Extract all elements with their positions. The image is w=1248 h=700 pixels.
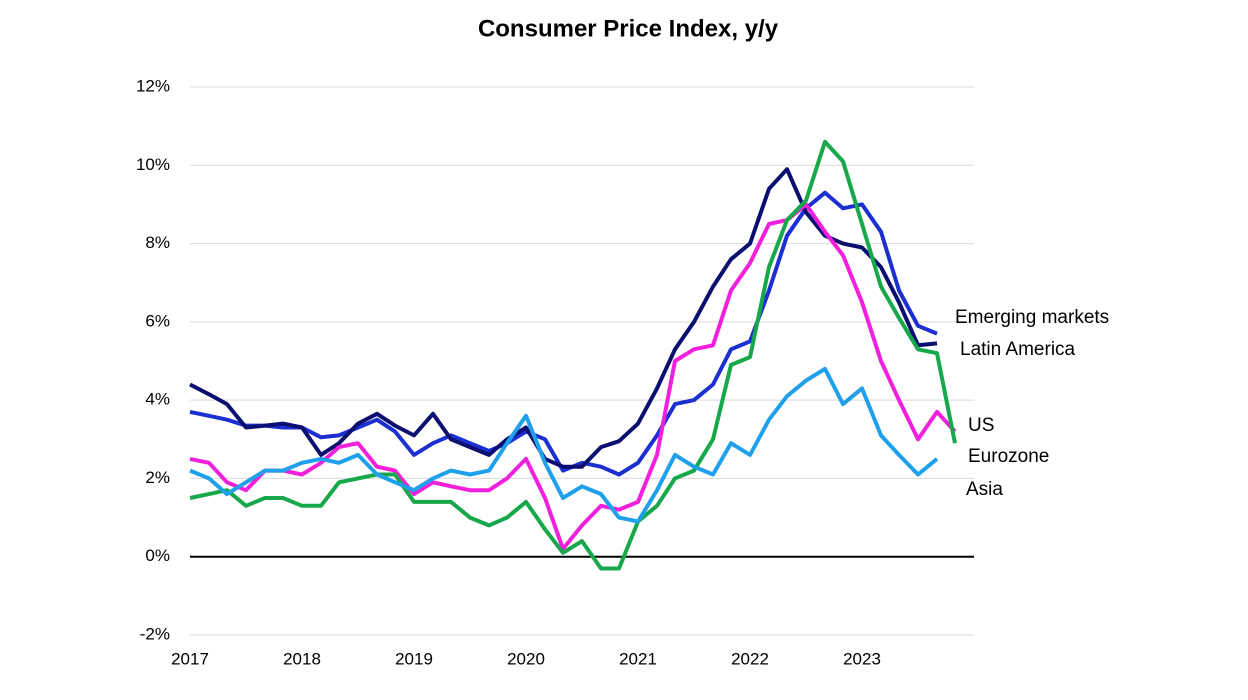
y-tick-label: 0%: [145, 546, 170, 565]
series-line: [189, 190, 938, 477]
series-line: [189, 167, 938, 469]
series-label: Latin America: [960, 339, 1076, 360]
y-tick-label: 4%: [145, 390, 170, 409]
y-tick-label: 12%: [136, 76, 170, 95]
x-tick-label: 2023: [843, 649, 881, 668]
series-line: [189, 202, 957, 551]
y-tick-label: 8%: [145, 233, 170, 252]
series-label: Emerging markets: [955, 307, 1109, 328]
series-label: Asia: [966, 479, 1003, 500]
y-tick-label: -2%: [140, 624, 170, 643]
y-tick-label: 10%: [136, 155, 170, 174]
y-tick-label: 2%: [145, 468, 170, 487]
x-tick-label: 2017: [171, 649, 209, 668]
x-tick-label: 2021: [619, 649, 657, 668]
x-tick-label: 2020: [507, 649, 545, 668]
series-line: [189, 139, 957, 571]
chart-title: Consumer Price Index, y/y: [478, 15, 779, 42]
x-tick-label: 2018: [283, 649, 321, 668]
y-tick-label: 6%: [145, 311, 170, 330]
series-label: US: [968, 415, 994, 436]
series-label: Eurozone: [968, 446, 1049, 467]
series-line: [189, 366, 939, 524]
x-tick-label: 2019: [395, 649, 433, 668]
x-tick-label: 2022: [731, 649, 769, 668]
